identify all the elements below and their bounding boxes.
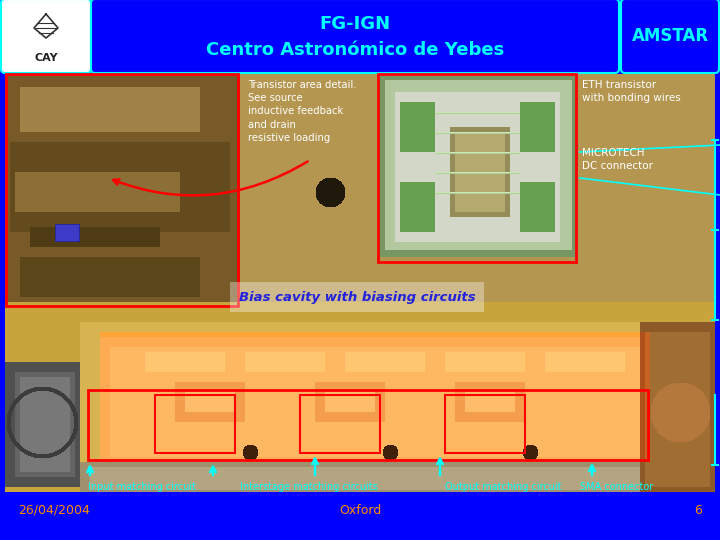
FancyBboxPatch shape xyxy=(1,0,91,73)
Text: Interstage matching circuits: Interstage matching circuits xyxy=(240,482,378,492)
Text: Oxford: Oxford xyxy=(339,503,381,516)
Text: CAY: CAY xyxy=(34,53,58,63)
Text: MICROTECH
DC connector: MICROTECH DC connector xyxy=(582,148,653,171)
Text: Output matching circuit: Output matching circuit xyxy=(445,482,562,492)
FancyBboxPatch shape xyxy=(621,0,719,73)
Text: 26/04/2004: 26/04/2004 xyxy=(18,503,90,516)
Bar xyxy=(88,390,648,460)
Text: SMA connector: SMA connector xyxy=(580,482,653,492)
Text: AMSTAR: AMSTAR xyxy=(631,27,708,45)
Text: FG-IGN: FG-IGN xyxy=(320,15,390,33)
Bar xyxy=(300,395,380,453)
Text: Bias cavity with biasing circuits: Bias cavity with biasing circuits xyxy=(239,291,475,303)
Bar xyxy=(445,395,525,453)
FancyBboxPatch shape xyxy=(91,0,619,73)
FancyBboxPatch shape xyxy=(230,282,484,312)
Text: Centro Astronómico de Yebes: Centro Astronómico de Yebes xyxy=(206,41,504,59)
Bar xyxy=(378,74,576,262)
Bar xyxy=(6,74,238,306)
Text: Transistor area detail.
See source
inductive feedback
and drain
resistive loadin: Transistor area detail. See source induc… xyxy=(248,80,356,143)
Bar xyxy=(155,395,235,453)
Text: 6: 6 xyxy=(694,503,702,516)
Text: ETH transistor
with bonding wires: ETH transistor with bonding wires xyxy=(582,80,680,103)
Text: Input matching circuit: Input matching circuit xyxy=(88,482,196,492)
